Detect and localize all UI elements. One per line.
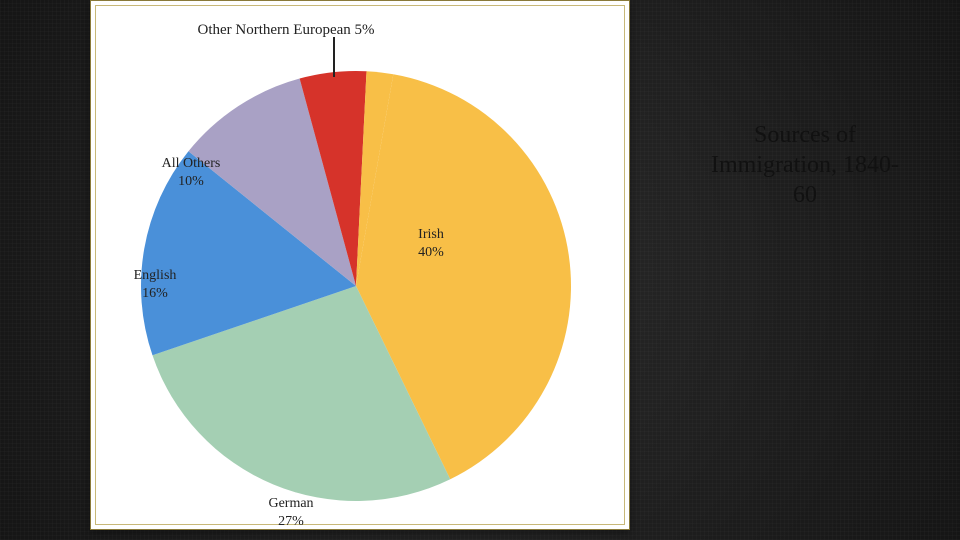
title-line-1: Sources of (754, 122, 856, 148)
pie-chart (91, 1, 631, 531)
label-name: Irish (418, 226, 444, 244)
label-pct: 16% (134, 285, 177, 303)
label-pct: 27% (268, 513, 313, 531)
slide-title: Sources of Immigration, 1840- 60 (680, 120, 930, 210)
callout-line (333, 37, 335, 77)
slice-label-english: English16% (134, 267, 177, 302)
top-label-text: Other Northern European 5% (197, 21, 374, 40)
slice-label-irish: Irish40% (418, 226, 444, 261)
slice-label-german: German27% (268, 495, 313, 530)
label-name: All Others (162, 155, 221, 173)
label-pct: 40% (418, 244, 444, 262)
label-name: German (268, 495, 313, 513)
label-pct: 10% (162, 173, 221, 191)
title-line-2: Immigration, 1840- (711, 152, 899, 178)
chart-panel: Other Northern European 5% Irish40% Germa… (90, 0, 630, 530)
chart-top-label: Other Northern European 5% (197, 21, 374, 40)
title-line-3: 60 (793, 182, 817, 208)
label-name: English (134, 267, 177, 285)
slice-label-all-others: All Others10% (162, 155, 221, 190)
